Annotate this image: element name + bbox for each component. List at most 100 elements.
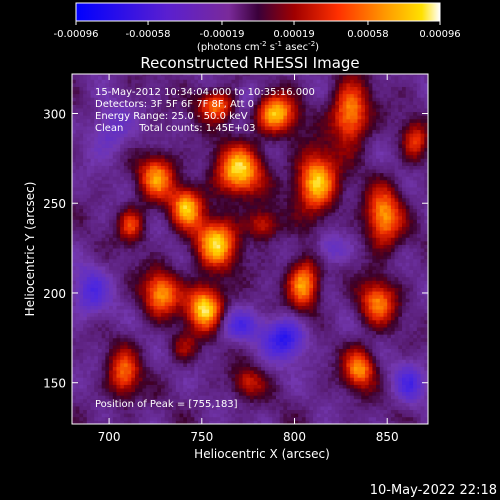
heatmap-cell	[194, 402, 199, 407]
heatmap-cell	[127, 97, 132, 102]
heatmap-cell	[246, 111, 251, 116]
heatmap-cell	[94, 345, 99, 350]
heatmap-cell	[135, 144, 140, 148]
heatmap-cell	[164, 118, 169, 123]
heatmap-cell	[201, 309, 206, 314]
heatmap-cell	[172, 86, 177, 91]
heatmap-cell	[164, 97, 169, 102]
heatmap-cell	[138, 129, 143, 134]
heatmap-cell	[157, 190, 162, 195]
heatmap-cell	[253, 348, 258, 353]
heatmap-cell	[224, 108, 229, 113]
heatmap-cell	[90, 93, 95, 98]
heatmap-cell	[90, 305, 95, 310]
heatmap-cell	[198, 176, 203, 181]
heatmap-cell	[194, 330, 199, 335]
heatmap-cell	[123, 212, 129, 217]
heatmap-cell	[186, 179, 192, 184]
heatmap-cell	[83, 334, 88, 339]
heatmap-cell	[112, 398, 117, 403]
heatmap-cell	[235, 273, 240, 278]
heatmap-cell	[190, 284, 195, 288]
heatmap-cell	[224, 158, 229, 163]
heatmap-cell	[131, 355, 136, 360]
heatmap-cell	[224, 298, 229, 303]
heatmap-cell	[194, 104, 199, 109]
heatmap-cell	[135, 406, 140, 411]
heatmap-cell	[201, 319, 206, 324]
heatmap-cell	[75, 144, 80, 148]
heatmap-cell	[175, 190, 180, 195]
heatmap-cell	[97, 176, 103, 181]
heatmap-cell	[161, 244, 166, 249]
heatmap-cell	[79, 79, 84, 84]
heatmap-cell	[72, 248, 77, 253]
heatmap-cell	[253, 406, 258, 411]
heatmap-cell	[161, 140, 166, 145]
heatmap-cell	[168, 420, 173, 424]
heatmap-cell	[149, 316, 154, 321]
heatmap-cell	[131, 104, 136, 109]
heatmap-cell	[112, 75, 117, 80]
heatmap-cell	[246, 93, 251, 98]
heatmap-cell	[112, 194, 117, 199]
heatmap-cell	[146, 255, 151, 260]
heatmap-cell	[116, 269, 121, 274]
heatmap-cell	[216, 298, 221, 303]
heatmap-cell	[86, 104, 91, 109]
heatmap-cell	[238, 111, 243, 116]
heatmap-cell	[183, 190, 188, 195]
heatmap-cell	[201, 108, 206, 113]
heatmap-cell	[198, 219, 203, 224]
heatmap-cell	[109, 276, 114, 281]
heatmap-cell	[201, 323, 206, 328]
heatmap-cell	[109, 140, 114, 145]
heatmap-cell	[97, 165, 103, 170]
heatmap-cell	[83, 197, 88, 202]
heatmap-cell	[201, 312, 206, 317]
heatmap-cell	[131, 169, 136, 174]
heatmap-cell	[231, 251, 236, 256]
heatmap-cell	[250, 301, 255, 306]
heatmap-cell	[120, 133, 125, 138]
heatmap-cell	[142, 284, 147, 288]
heatmap-cell	[149, 366, 154, 371]
heatmap-cell	[238, 226, 243, 231]
heatmap-cell	[216, 330, 221, 335]
heatmap-cell	[201, 380, 206, 385]
heatmap-cell	[157, 420, 162, 424]
heatmap-cell	[212, 233, 218, 238]
heatmap-cell	[172, 93, 177, 98]
heatmap-cell	[231, 230, 236, 235]
heatmap-cell	[190, 416, 195, 421]
heatmap-cell	[186, 100, 192, 105]
heatmap-cell	[227, 205, 232, 210]
heatmap-cell	[120, 251, 125, 256]
heatmap-cell	[220, 316, 225, 321]
heatmap-cell	[224, 129, 229, 134]
heatmap-cell	[242, 362, 247, 367]
heatmap-cell	[164, 201, 169, 206]
heatmap-cell	[123, 406, 129, 411]
heatmap-cell	[86, 97, 91, 102]
heatmap-cell	[72, 161, 77, 166]
heatmap-cell	[157, 334, 162, 339]
heatmap-cell	[146, 370, 151, 375]
heatmap-cell	[149, 420, 154, 424]
heatmap-cell	[116, 161, 121, 166]
heatmap-cell	[224, 104, 229, 109]
heatmap-cell	[101, 237, 106, 242]
heatmap-cell	[175, 355, 180, 360]
heatmap-cell	[149, 208, 154, 213]
heatmap-cell	[149, 165, 154, 170]
heatmap-cell	[227, 251, 232, 256]
heatmap-cell	[75, 90, 80, 95]
heatmap-cell	[257, 291, 262, 296]
heatmap-cell	[212, 90, 218, 95]
heatmap-cell	[79, 380, 84, 385]
heatmap-cell	[153, 366, 158, 371]
heatmap-cell	[205, 266, 210, 271]
heatmap-cell	[149, 266, 154, 271]
heatmap-cell	[94, 244, 99, 249]
heatmap-cell	[90, 111, 95, 116]
